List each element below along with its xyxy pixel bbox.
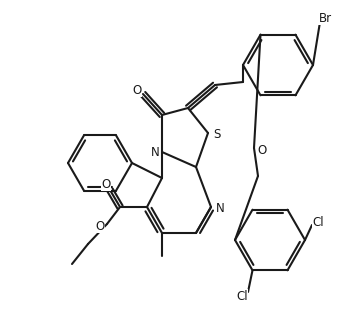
Text: N: N [151,146,159,160]
Text: S: S [213,127,221,140]
Text: O: O [101,177,110,191]
Text: O: O [95,219,105,233]
Text: N: N [216,202,224,214]
Text: Cl: Cl [236,290,248,302]
Text: O: O [132,84,142,96]
Text: Cl: Cl [312,215,324,228]
Text: Br: Br [318,11,331,25]
Text: O: O [257,143,267,157]
